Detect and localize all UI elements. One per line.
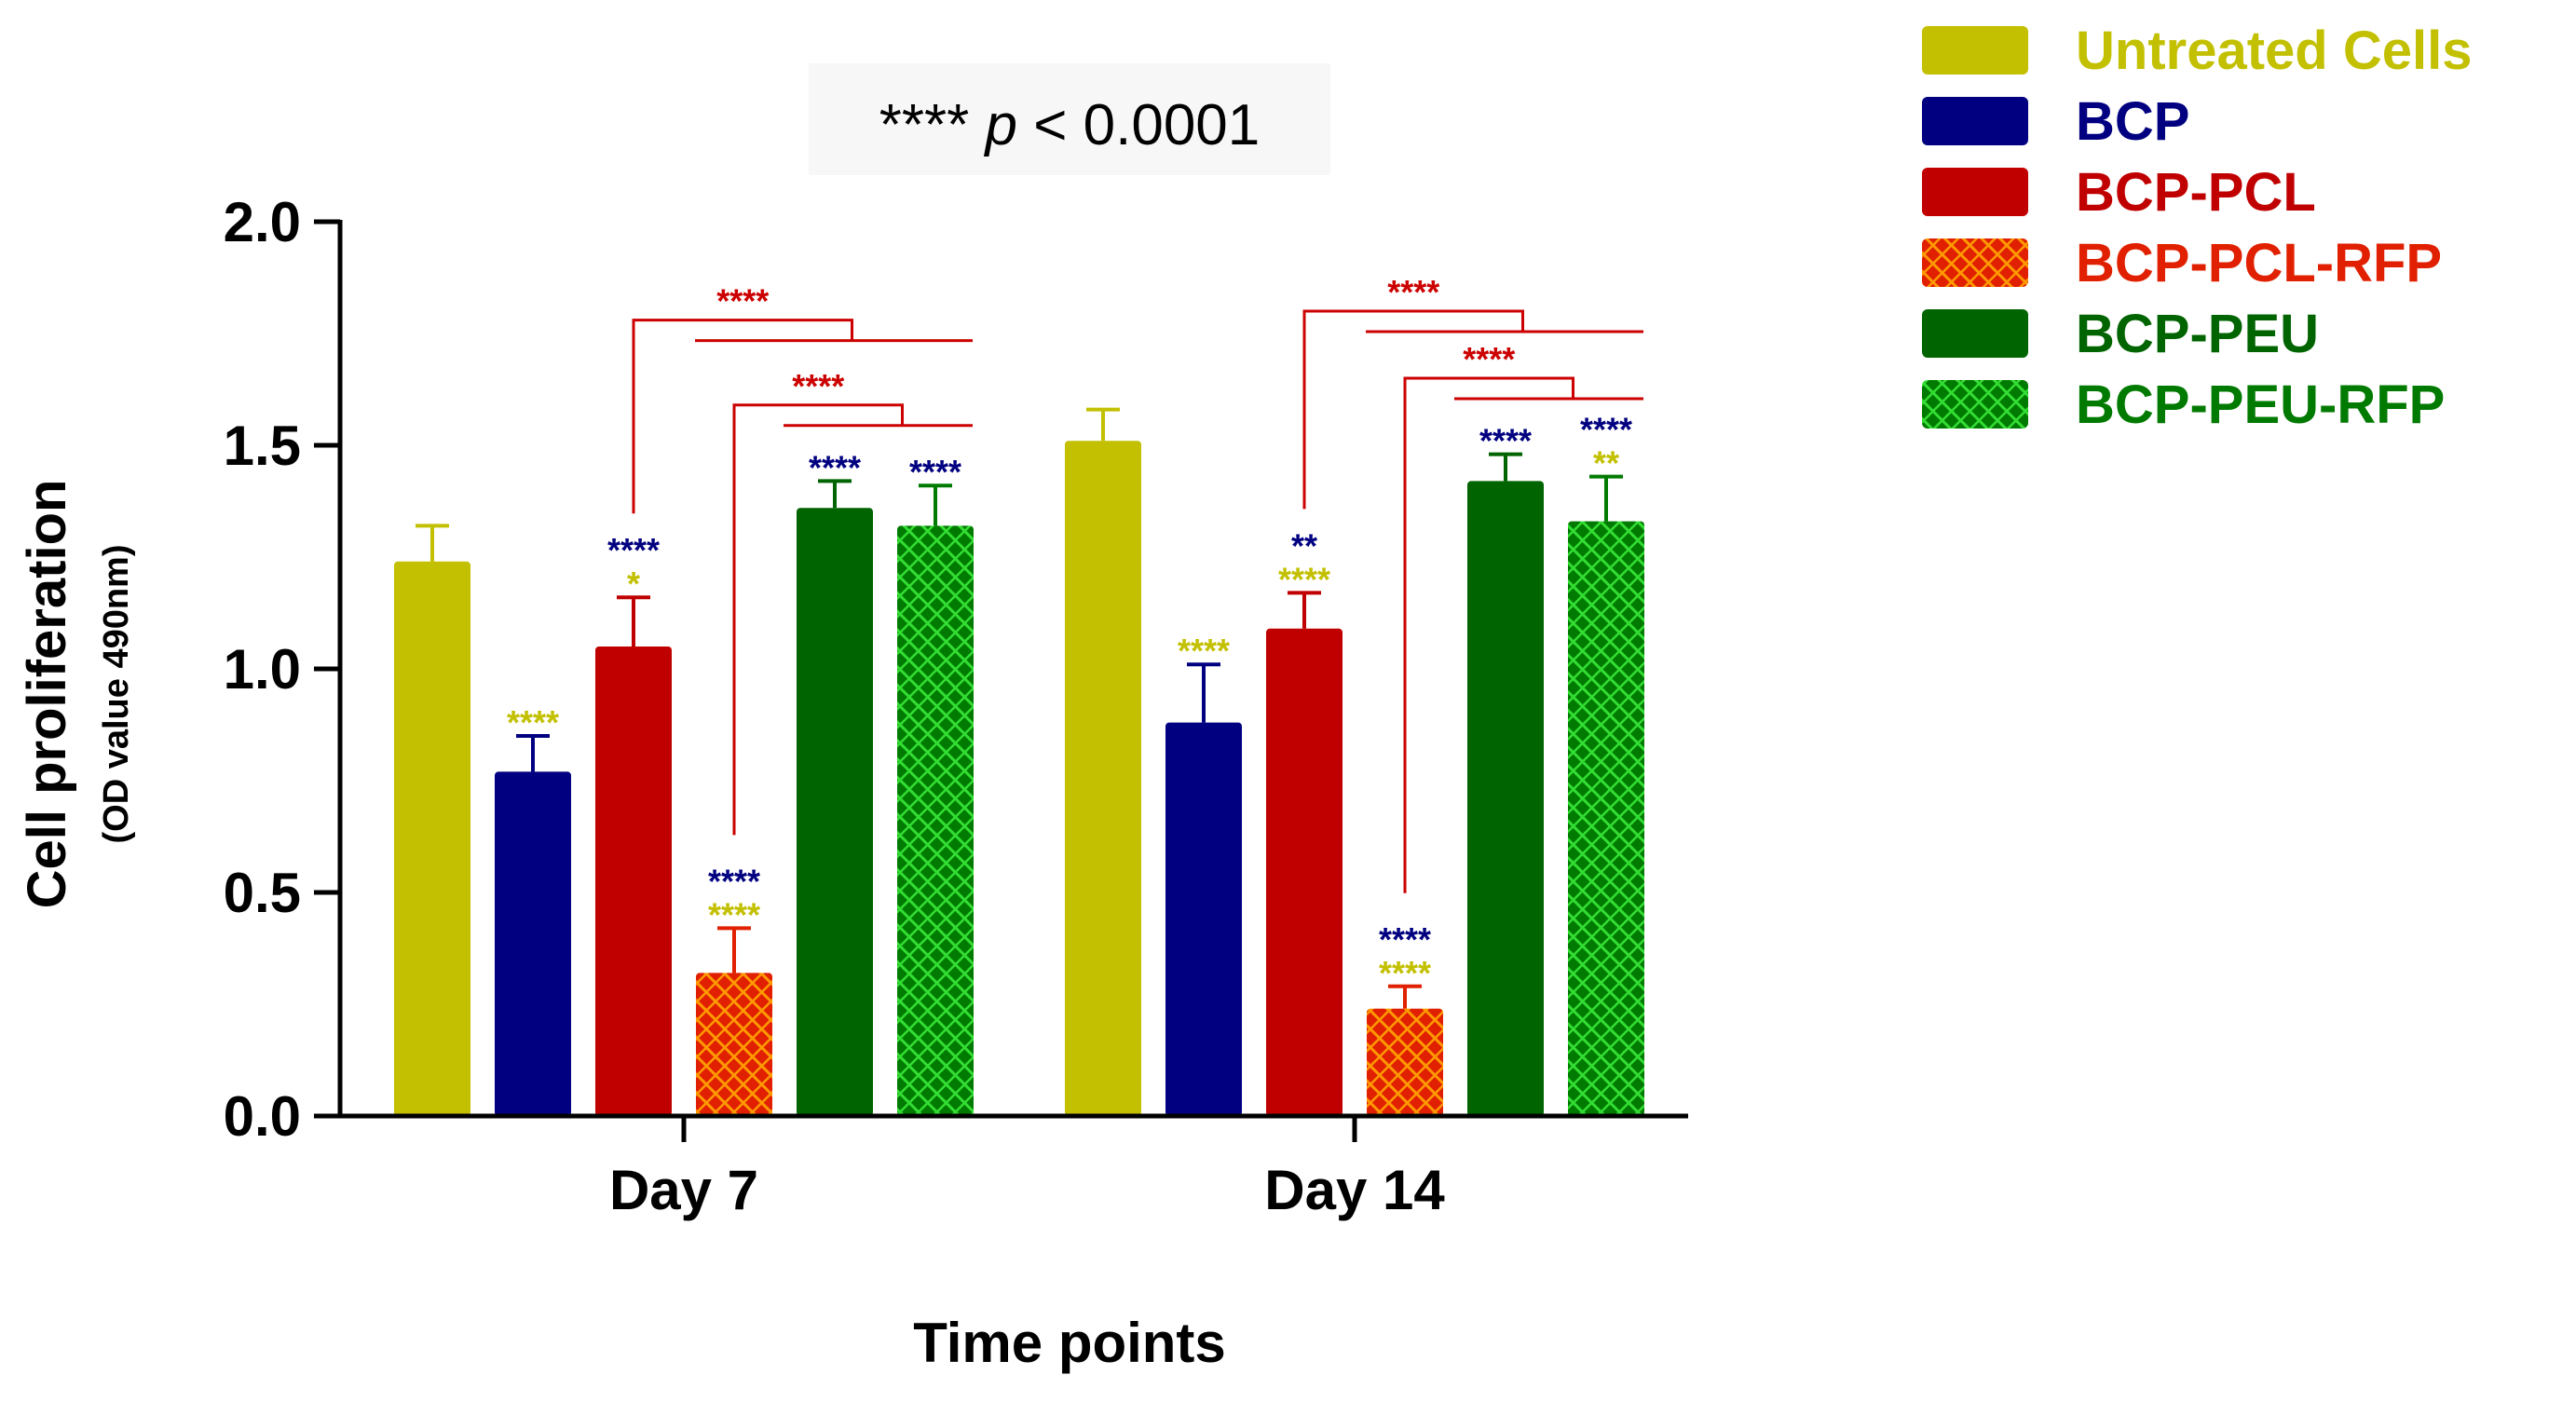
y-tick-label: 2.0 <box>224 191 301 253</box>
legend-label: BCP-PCL-RFP <box>2076 233 2442 293</box>
significance-label: **** <box>1178 632 1230 670</box>
comparison-bracket <box>732 403 904 836</box>
legend-swatch <box>1922 168 2028 216</box>
significance-label: **** <box>708 862 760 900</box>
significance-label: **** <box>1278 560 1330 598</box>
bar <box>595 647 672 1116</box>
y-tick-label: 1.5 <box>224 415 301 477</box>
comparison-label: **** <box>1463 340 1515 378</box>
bar <box>1065 441 1141 1116</box>
bar <box>1568 521 1644 1116</box>
legend-label: Untreated Cells <box>2076 20 2472 81</box>
significance-label: **** <box>507 703 559 742</box>
p-value-annotation: **** p < 0.0001 <box>879 93 1261 157</box>
legend-swatch <box>1922 238 2028 287</box>
significance-label: ** <box>1593 444 1619 483</box>
x-tick-label: Day 14 <box>1264 1159 1445 1221</box>
comparison-bracket <box>1403 376 1574 893</box>
legend-label: BCP-PCL <box>2076 162 2316 223</box>
legend-swatch <box>1922 309 2028 358</box>
comparison-label: **** <box>1387 273 1439 311</box>
bar <box>1467 481 1544 1116</box>
significance-label: **** <box>607 531 660 569</box>
significance-label: **** <box>1379 920 1431 959</box>
significance-label: **** <box>1580 411 1632 449</box>
annotation-stars: **** <box>879 93 986 157</box>
bar <box>897 525 974 1116</box>
x-tick-label: Day 7 <box>609 1159 758 1221</box>
significance-label: ** <box>1291 526 1317 565</box>
significance-label: **** <box>1379 954 1431 992</box>
legend-label: BCP <box>2076 91 2189 152</box>
y-axis-sublabel: (OD value 490nm) <box>97 545 136 844</box>
y-tick-label: 1.0 <box>224 638 301 701</box>
annotation-p: p <box>983 93 1016 157</box>
comparison-bracket <box>1302 309 1524 510</box>
y-tick-label: 0.5 <box>224 862 301 924</box>
significance-label: **** <box>1479 422 1532 460</box>
comparison-bracket <box>632 319 853 514</box>
significance-label: **** <box>809 448 861 486</box>
x-axis-label: Time points <box>913 1312 1226 1374</box>
legend-swatch <box>1922 97 2028 145</box>
significance-label: * <box>627 565 640 603</box>
bar <box>394 561 470 1116</box>
y-tick-label: 0.0 <box>224 1085 301 1148</box>
legend: Untreated Cells BCP BCP-PCL BCP-PCL-RFP BCP-… <box>1922 20 2472 435</box>
comparison-label: **** <box>716 282 769 320</box>
annotation-background <box>809 63 1330 175</box>
y-axis-label: Cell proliferation <box>17 480 77 909</box>
bar <box>495 771 571 1116</box>
legend-label: BCP-PEU-RFP <box>2076 374 2445 435</box>
bar <box>797 508 873 1116</box>
bar <box>1266 628 1343 1116</box>
legend-swatch <box>1922 380 2028 429</box>
significance-label: **** <box>708 895 760 933</box>
bar <box>1367 1008 1443 1116</box>
bar <box>1165 722 1242 1116</box>
legend-label: BCP-PEU <box>2076 304 2319 364</box>
annotation-threshold: < 0.0001 <box>1017 93 1260 157</box>
comparison-label: **** <box>792 367 844 405</box>
legend-swatch <box>1922 26 2028 75</box>
bar <box>696 973 772 1116</box>
significance-label: **** <box>909 453 961 491</box>
